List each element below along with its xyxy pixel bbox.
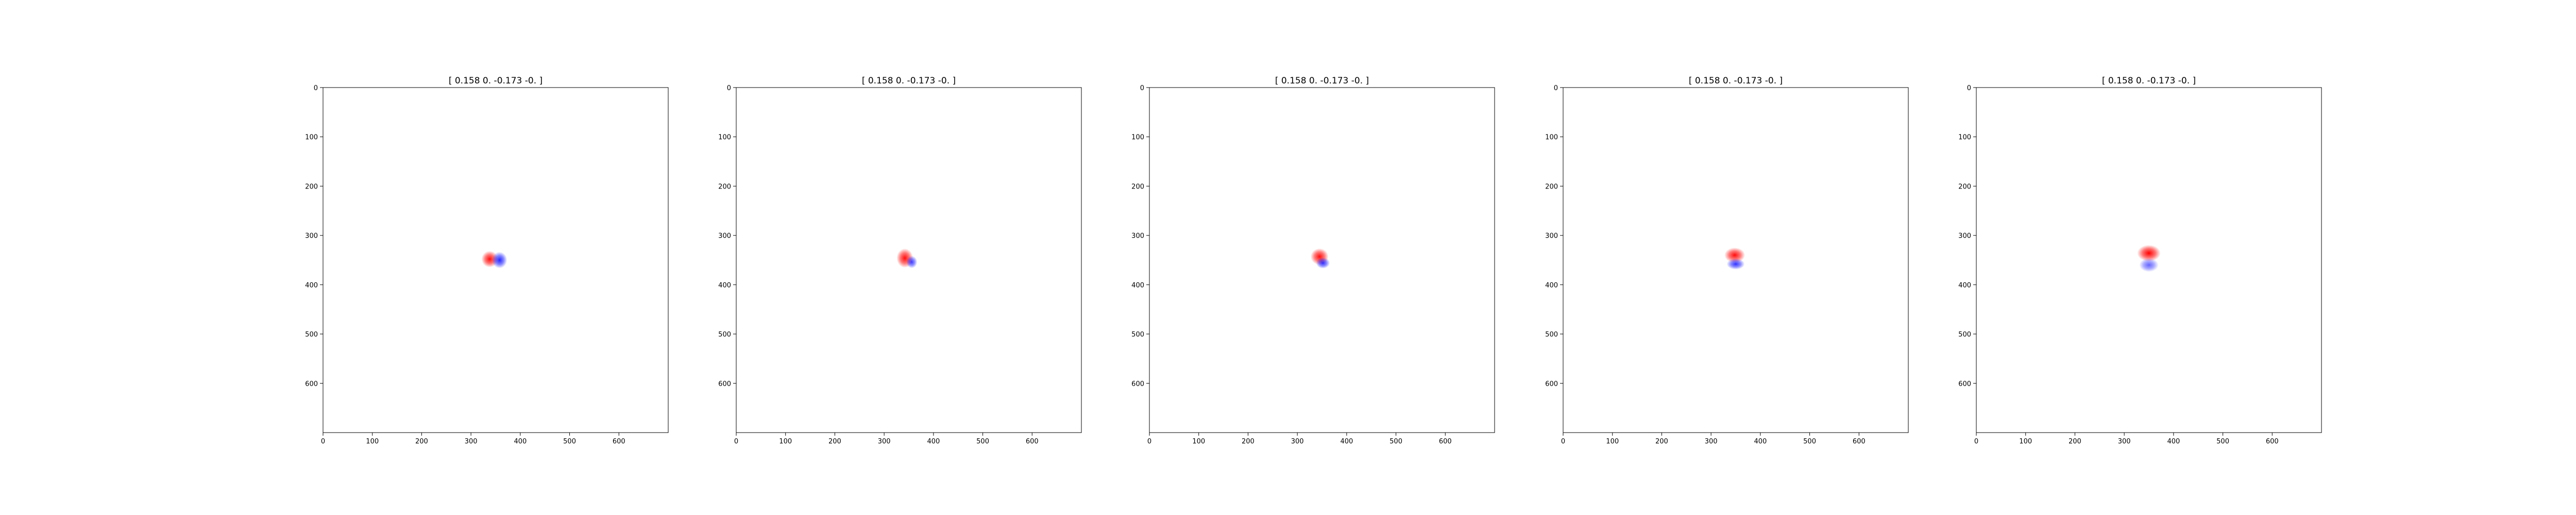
negative-lobe [1316,258,1330,269]
x-tick-label: 600 [613,438,625,445]
x-tick-label: 100 [366,438,379,445]
y-tick-label: 200 [1545,183,1558,191]
x-tick-label: 200 [1242,438,1255,445]
negative-lobe [2139,258,2159,272]
y-tick-label: 300 [1131,232,1144,240]
y-tick-label: 500 [1131,331,1144,339]
x-tick-label: 0 [1147,438,1151,445]
y-tick-label: 500 [1545,331,1558,339]
y-tick-label: 200 [305,183,318,191]
y-tick-label: 200 [1131,183,1144,191]
x-tick-label: 200 [1655,438,1668,445]
x-tick-label: 200 [415,438,428,445]
y-tick-label: 0 [727,84,731,92]
panel-4: [ 0.158 0. -0.173 -0. ] 0 100 200 300 400 500 6… [1545,76,1909,445]
x-tick-label: 100 [779,438,792,445]
x-tick-label: 100 [1192,438,1205,445]
x-tick-label: 400 [1754,438,1767,445]
panel-1: [ 0.158 0. -0.173 -0. ] 0 100 200 300 400 500 6… [305,76,669,445]
y-tick-label: 400 [1958,282,1971,289]
panel-5: [ 0.158 0. -0.173 -0. ] 0 100 200 300 400 500 6… [1958,76,2322,445]
x-tick-label: 200 [828,438,841,445]
y-tick-label: 500 [1958,331,1971,339]
y-tick-label: 400 [1545,282,1558,289]
y-tick-label: 400 [718,282,731,289]
panel-3: [ 0.158 0. -0.173 -0. ] 0 100 200 300 400 500 6… [1131,76,1495,445]
x-tick-label: 0 [321,438,325,445]
x-tick-label: 300 [1291,438,1304,445]
x-tick-label: 400 [514,438,527,445]
x-tick-label: 400 [1340,438,1353,445]
y-tick-label: 600 [1131,380,1144,388]
y-tick-label: 0 [314,84,318,92]
positive-lobe [1724,247,1745,263]
x-tick-label: 600 [1026,438,1039,445]
negative-lobe [1726,258,1745,270]
negative-lobe [492,251,507,269]
panel-title: [ 0.158 0. -0.173 -0. ] [2102,76,2196,86]
panel-title: [ 0.158 0. -0.173 -0. ] [1275,76,1369,86]
x-tick-label: 600 [1853,438,1866,445]
y-tick-label: 600 [718,380,731,388]
y-tick-label: 0 [1554,84,1558,92]
y-tick-label: 200 [718,183,731,191]
y-tick-label: 500 [305,331,318,339]
x-tick-label: 500 [2216,438,2229,445]
x-tick-label: 600 [2266,438,2279,445]
x-tick-label: 300 [2118,438,2131,445]
x-tick-label: 300 [878,438,891,445]
x-tick-label: 600 [1439,438,1452,445]
panel-title: [ 0.158 0. -0.173 -0. ] [1689,76,1783,86]
x-tick-label: 400 [2167,438,2180,445]
x-tick-label: 0 [734,438,738,445]
y-tick-label: 400 [305,282,318,289]
x-tick-label: 100 [1606,438,1619,445]
y-tick-label: 100 [1958,134,1971,142]
x-tick-label: 100 [2019,438,2032,445]
y-tick-label: 0 [1140,84,1144,92]
y-tick-label: 100 [1545,134,1558,142]
y-tick-label: 300 [1958,232,1971,240]
y-tick-label: 500 [718,331,731,339]
y-tick-label: 600 [1545,380,1558,388]
y-tick-label: 300 [305,232,318,240]
x-tick-label: 200 [2069,438,2081,445]
panel-title: [ 0.158 0. -0.173 -0. ] [449,76,543,86]
x-tick-label: 400 [927,438,940,445]
panel-title: [ 0.158 0. -0.173 -0. ] [862,76,956,86]
x-tick-label: 500 [1803,438,1816,445]
x-tick-label: 500 [1389,438,1402,445]
y-tick-label: 100 [718,134,731,142]
x-tick-label: 0 [1974,438,1978,445]
x-tick-label: 300 [465,438,478,445]
y-tick-label: 300 [1545,232,1558,240]
positive-lobe [2137,245,2161,262]
x-tick-label: 0 [1561,438,1565,445]
y-tick-label: 300 [718,232,731,240]
y-tick-label: 400 [1131,282,1144,289]
y-tick-label: 100 [305,134,318,142]
y-tick-label: 100 [1131,134,1144,142]
x-tick-label: 500 [976,438,989,445]
negative-lobe [906,255,918,268]
y-tick-label: 600 [1958,380,1971,388]
x-tick-label: 300 [1705,438,1718,445]
y-tick-label: 600 [305,380,318,388]
x-tick-label: 500 [563,438,576,445]
panel-2: [ 0.158 0. -0.173 -0. ] 0 100 200 300 400 500 6… [718,76,1082,445]
y-tick-label: 0 [1967,84,1971,92]
y-tick-label: 200 [1958,183,1971,191]
